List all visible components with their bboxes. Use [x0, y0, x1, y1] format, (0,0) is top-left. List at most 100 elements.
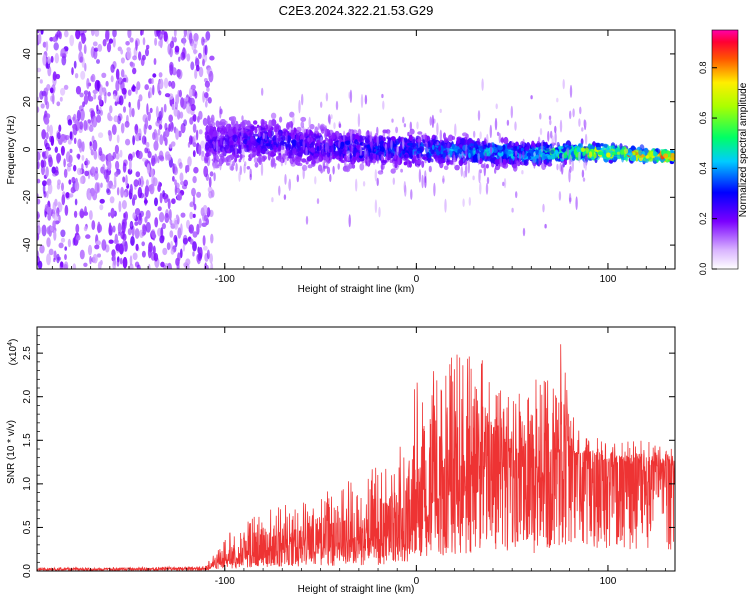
heat-cell — [73, 164, 77, 172]
heat-cell — [439, 108, 442, 113]
snr-x-tick-label: 100 — [600, 576, 617, 587]
heat-cell — [56, 101, 61, 107]
heat-cell — [68, 193, 74, 198]
heat-cell — [130, 184, 133, 194]
heat-cell — [364, 94, 368, 105]
heat-cell — [88, 125, 94, 132]
heat-cell — [321, 142, 324, 155]
heat-cell — [102, 39, 107, 47]
spectrogram-heatmap — [37, 30, 675, 269]
heat-cell — [631, 155, 637, 162]
heat-cell — [308, 116, 311, 128]
heat-cell — [568, 157, 572, 166]
heat-cell — [436, 122, 439, 136]
heat-cell — [535, 149, 539, 156]
heat-cell — [64, 134, 70, 141]
heat-cell — [145, 179, 149, 187]
heat-cell — [407, 142, 413, 146]
heat-cell — [108, 239, 114, 244]
heat-cell — [84, 206, 87, 215]
heat-cell — [463, 170, 466, 179]
heat-cell — [91, 115, 98, 128]
heat-cell — [120, 57, 125, 64]
heat-cell — [202, 58, 205, 67]
heat-cell — [483, 162, 486, 177]
heat-cell — [510, 153, 514, 159]
heat-cell — [539, 128, 543, 136]
heat-cell — [145, 48, 149, 57]
heat-cell — [338, 140, 341, 149]
heat-cell — [420, 134, 423, 140]
heat-cell — [206, 249, 210, 260]
heat-cell — [117, 231, 121, 236]
heat-cell — [425, 142, 429, 153]
heat-cell — [213, 172, 216, 182]
heat-cell — [193, 166, 199, 174]
heat-cell — [367, 156, 370, 168]
heat-cell — [374, 199, 378, 214]
heat-cell — [314, 176, 317, 185]
heat-cell — [254, 127, 258, 134]
heat-cell — [122, 176, 126, 183]
heat-cell — [497, 145, 503, 151]
heat-cell — [192, 251, 195, 257]
heat-cell — [229, 144, 234, 153]
heat-cell — [243, 163, 246, 174]
heat-cell — [146, 163, 150, 175]
heat-cell — [478, 146, 485, 152]
heat-cell — [159, 192, 163, 204]
heat-cell — [85, 159, 90, 166]
heat-cell — [366, 144, 371, 149]
heat-cell — [390, 168, 396, 174]
heat-cell — [663, 153, 669, 159]
heat-cell — [158, 40, 161, 47]
heat-cell — [556, 163, 559, 171]
heat-cell — [549, 119, 552, 126]
heat-cell — [100, 182, 103, 188]
heat-cell — [125, 174, 128, 187]
heat-cell — [185, 258, 191, 266]
heat-cell — [344, 166, 351, 173]
heat-cell — [37, 225, 41, 235]
heat-cell — [359, 163, 365, 171]
spectrogram-y-tick-label: 20 — [22, 96, 33, 108]
heat-cell — [548, 115, 552, 121]
heat-cell — [364, 154, 368, 167]
heat-cell — [94, 170, 99, 181]
heat-cell — [99, 204, 104, 211]
heat-cell — [223, 140, 226, 148]
spectrogram-panel: 40 20 0 -20 -40 -100 0 100 Height of straight … — [6, 29, 676, 295]
heat-cell — [278, 185, 281, 196]
heat-cell — [183, 34, 186, 47]
heat-cell — [584, 161, 587, 171]
heat-cell — [313, 157, 320, 164]
heat-cell — [208, 117, 214, 123]
heat-cell — [216, 150, 220, 155]
heat-cell — [452, 152, 455, 158]
heat-cell — [55, 166, 59, 174]
heat-cell — [183, 97, 189, 102]
heat-cell — [43, 117, 50, 125]
heat-cell — [416, 121, 419, 130]
heat-cell — [489, 124, 492, 138]
heat-cell — [210, 262, 214, 269]
heat-cell — [249, 173, 252, 181]
heat-cell — [179, 111, 184, 119]
snr-series — [37, 344, 675, 571]
heat-cell — [207, 97, 212, 104]
heat-cell — [437, 154, 441, 159]
heat-cell — [606, 152, 611, 158]
heat-cell — [627, 152, 633, 157]
heat-cell — [180, 212, 186, 218]
heat-cell — [163, 77, 169, 89]
heat-cell — [302, 139, 305, 151]
heat-cell — [195, 129, 199, 141]
heat-cell — [37, 178, 41, 184]
heat-cell — [37, 260, 43, 269]
heat-cell — [390, 136, 396, 141]
heat-cell — [331, 132, 336, 140]
heat-cell — [96, 109, 101, 115]
heat-cell — [230, 163, 234, 171]
heat-cell — [192, 213, 196, 218]
spectrogram-y-tick-label: -40 — [22, 237, 33, 252]
